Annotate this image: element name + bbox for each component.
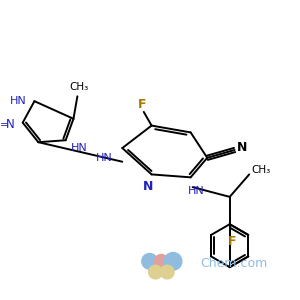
Text: N: N [6, 118, 15, 131]
Text: HN: HN [188, 186, 205, 196]
Text: CH₃: CH₃ [70, 82, 89, 92]
Text: =: = [0, 120, 9, 130]
Text: CH₃: CH₃ [251, 164, 271, 175]
Text: HN: HN [10, 96, 27, 106]
Text: HN: HN [96, 153, 112, 163]
Text: N: N [237, 141, 248, 154]
Circle shape [164, 253, 182, 270]
Text: N: N [142, 180, 153, 193]
Circle shape [142, 254, 158, 269]
Text: F: F [138, 98, 146, 111]
Circle shape [154, 254, 168, 268]
Text: F: F [227, 235, 236, 248]
Circle shape [160, 265, 174, 279]
Text: HN: HN [71, 143, 88, 153]
Text: Chem.com: Chem.com [200, 257, 268, 270]
Circle shape [149, 265, 162, 279]
